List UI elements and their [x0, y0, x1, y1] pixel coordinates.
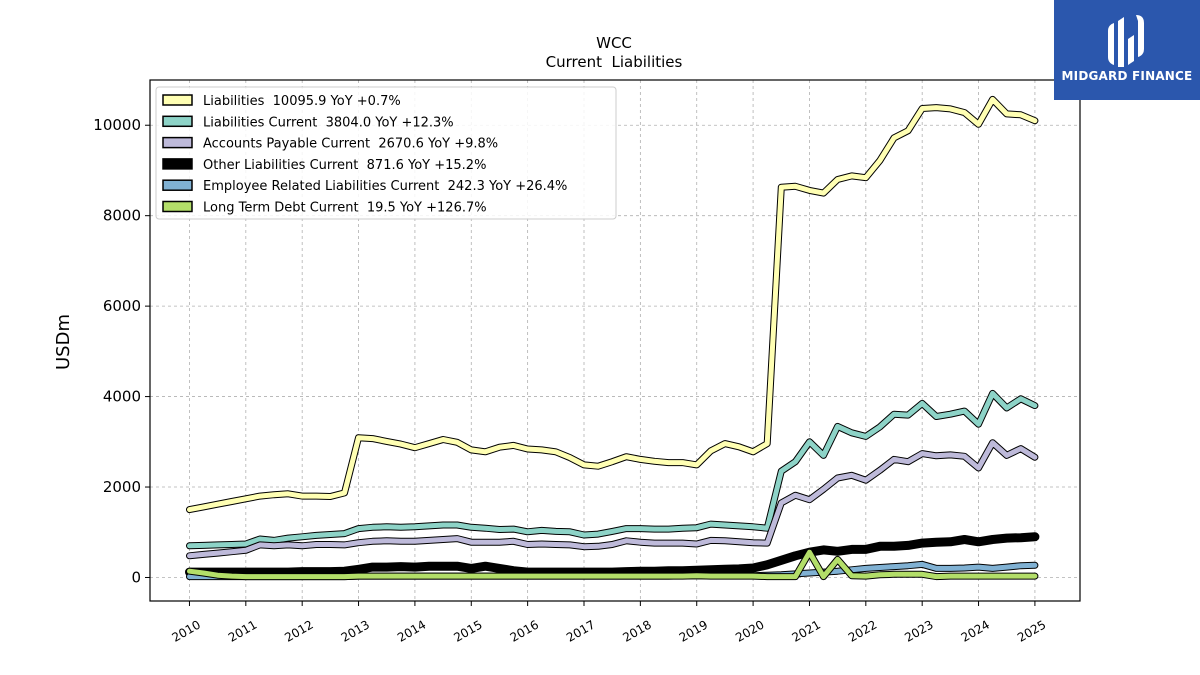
- legend-label-other-liabilities-current: Other Liabilities Current 871.6 YoY +15.…: [203, 158, 486, 173]
- legend-label-liabilities-current: Liabilities Current 3804.0 YoY +12.3%: [203, 115, 454, 130]
- legend-label-long-term-debt-current: Long Term Debt Current 19.5 YoY +126.7%: [203, 201, 487, 216]
- series-other-liabilities-current: [185, 532, 1040, 577]
- series-line-other-liabilities-current: [186, 533, 1039, 576]
- legend-swatch-other-liabilities-current: [162, 158, 193, 170]
- series-accounts-payable-current: [186, 439, 1039, 560]
- y-tick-label: 6000: [103, 297, 141, 315]
- series-group: [185, 95, 1040, 581]
- x-tick-label: 2025: [1015, 617, 1048, 644]
- x-tick-label: 2019: [677, 617, 710, 644]
- legend-swatch-accounts-payable-current: [162, 136, 193, 149]
- midgard-mark-icon: [1108, 15, 1144, 67]
- series-line-long-term-debt-current: [187, 549, 1038, 580]
- chart-title: WCC: [596, 34, 632, 52]
- legend-label-liabilities: Liabilities 10095.9 YoY +0.7%: [203, 94, 401, 109]
- legend-swatch-liabilities-current: [162, 115, 193, 128]
- series-long-term-debt-current: [186, 548, 1039, 581]
- series-line-liabilities: [187, 96, 1038, 513]
- y-axis-label: USDm: [53, 314, 74, 370]
- plot-frame: [149, 79, 1081, 602]
- y-tick-label: 10000: [93, 116, 141, 134]
- legend: Liabilities 10095.9 YoY +0.7% Liabilities…: [155, 86, 617, 220]
- legend-swatch-employee-related-liabilities-current: [162, 179, 193, 191]
- x-tick-label: 2023: [902, 617, 935, 644]
- legend-box: [155, 86, 617, 220]
- x-tick-label: 2010: [170, 617, 203, 644]
- x-tick-label: 2014: [395, 617, 428, 644]
- legend-label-accounts-payable-current: Accounts Payable Current 2670.6 YoY +9.8…: [203, 137, 498, 152]
- x-tick-label: 2015: [451, 617, 484, 644]
- x-tick-label: 2013: [339, 617, 372, 644]
- x-tick-label: 2021: [790, 617, 823, 644]
- legend-swatch-long-term-debt-current: [162, 200, 193, 213]
- x-tick-label: 2012: [282, 617, 315, 644]
- brand-logo: MIDGARD FINANCE: [1054, 0, 1200, 100]
- y-tick-label: 8000: [103, 207, 141, 225]
- chart-subtitle: Current Liabilities: [546, 53, 683, 71]
- x-tick-label: 2024: [959, 617, 992, 644]
- legend-swatch-liabilities: [162, 94, 193, 106]
- brand-name: MIDGARD FINANCE: [1061, 69, 1193, 83]
- x-tick-label: 2020: [733, 617, 766, 644]
- x-tick-label: 2017: [564, 617, 597, 644]
- series-line-liabilities-current: [187, 390, 1038, 549]
- series-liabilities: [186, 95, 1039, 514]
- legend-label-employee-related-liabilities-current: Employee Related Liabilities Current 242…: [203, 179, 567, 194]
- series-line-accounts-payable-current: [187, 440, 1038, 559]
- x-tick-label: 2011: [226, 617, 259, 644]
- y-tick-label: 2000: [103, 478, 141, 496]
- y-tick-label: 0: [131, 568, 141, 586]
- x-tick-label: 2016: [508, 617, 541, 644]
- y-tick-label: 4000: [103, 388, 141, 406]
- series-liabilities-current: [186, 389, 1039, 550]
- x-tick-label: 2022: [846, 617, 879, 644]
- x-tick-label: 2018: [620, 617, 653, 644]
